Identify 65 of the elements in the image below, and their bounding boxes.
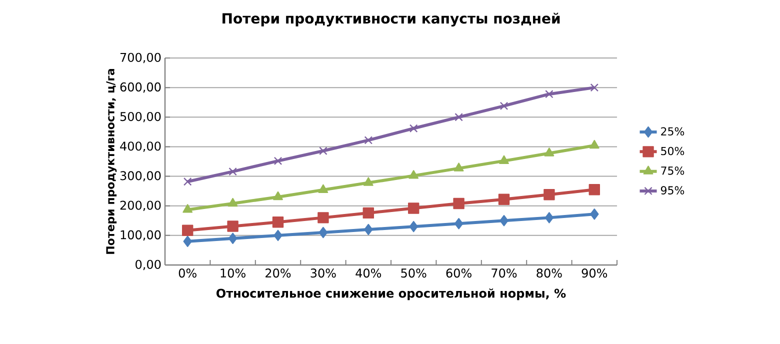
chart-title: Потери продуктивности капусты поздней <box>222 12 560 26</box>
x-tick-label: 40% <box>356 268 382 278</box>
point <box>498 194 510 205</box>
y-axis-title: Потери продуктивности, ц/га <box>106 68 117 254</box>
x-tick-label: 30% <box>310 268 336 278</box>
y-tick-label: 700,00 <box>120 52 161 64</box>
point <box>228 198 238 207</box>
point <box>544 189 555 200</box>
point <box>363 177 374 186</box>
point <box>274 156 282 166</box>
point <box>183 236 192 247</box>
point <box>227 220 238 232</box>
y-tick-label: 200,00 <box>120 200 161 212</box>
point <box>408 202 420 214</box>
point <box>454 113 463 122</box>
point <box>500 102 508 110</box>
x-tick-label: 60% <box>446 268 472 278</box>
point <box>409 124 418 133</box>
point <box>318 226 328 238</box>
y-tick-label: 300,00 <box>120 171 161 182</box>
point <box>590 83 599 92</box>
legend-label: 50% <box>661 146 684 156</box>
point <box>272 216 284 228</box>
y-tick-label: 500,00 <box>120 112 161 122</box>
x-tick-label: 50% <box>401 268 426 278</box>
y-tick-label: 100,00 <box>120 230 161 241</box>
point <box>318 184 328 193</box>
point <box>589 140 600 149</box>
point <box>228 167 237 176</box>
point <box>499 155 509 164</box>
y-tick-label: 400,00 <box>120 142 161 152</box>
y-tick-label: 600,00 <box>120 82 161 93</box>
legend-label: 95% <box>660 186 684 194</box>
point <box>544 212 554 224</box>
point <box>274 230 282 242</box>
x-tick-label: 10% <box>220 268 246 278</box>
y-tick-label: 0,00 <box>136 260 161 270</box>
point <box>454 162 464 172</box>
legend-label: 75% <box>661 166 684 175</box>
point <box>362 207 374 219</box>
point <box>228 232 238 244</box>
legend-label: 25% <box>661 127 684 136</box>
point <box>544 148 554 156</box>
point <box>319 146 328 155</box>
point <box>273 191 283 200</box>
point <box>500 215 508 226</box>
point <box>409 220 418 232</box>
x-tick-label: 20% <box>266 268 291 278</box>
point <box>545 90 554 98</box>
point <box>183 177 192 186</box>
point <box>364 136 373 144</box>
point <box>318 212 329 224</box>
point <box>588 184 600 196</box>
point <box>182 224 194 236</box>
point <box>454 218 464 230</box>
point <box>590 208 599 220</box>
x-tick-label: 90% <box>582 268 608 278</box>
point <box>453 198 464 210</box>
x-axis-title: Относительное снижение оросительной нормы, % <box>216 288 566 300</box>
x-tick-label: 0% <box>178 268 196 278</box>
x-tick-label: 80% <box>536 268 562 278</box>
point <box>408 170 419 179</box>
point <box>182 204 193 213</box>
point <box>364 224 373 236</box>
x-tick-label: 70% <box>492 268 517 278</box>
